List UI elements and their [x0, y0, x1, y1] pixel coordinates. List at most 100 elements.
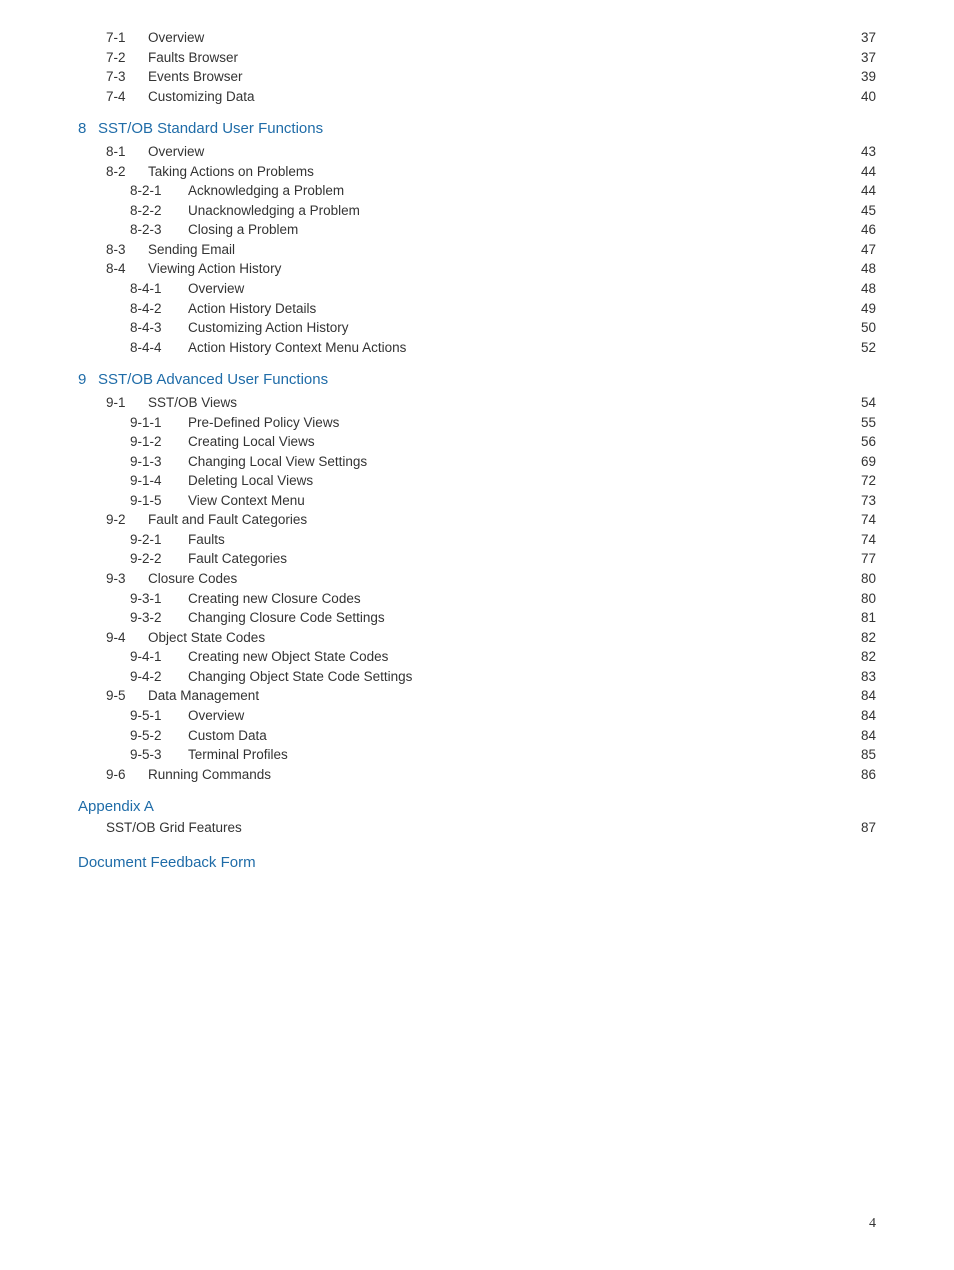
- toc-entry-title: Acknowledging a Problem: [188, 181, 344, 201]
- toc-entry-number: 9-6: [106, 765, 148, 785]
- toc-appendix-a[interactable]: Appendix A: [78, 796, 876, 818]
- toc-entry-8-2-1[interactable]: 8-2-1Acknowledging a Problem 44: [130, 181, 876, 201]
- toc-chapter-9[interactable]: 9SST/OB Advanced User Functions: [78, 369, 876, 391]
- toc-entry-9-4-2[interactable]: 9-4-2Changing Object State Code Settings…: [130, 667, 876, 687]
- chapter-number: 8: [78, 118, 98, 140]
- toc-entry-8-4[interactable]: 8-4Viewing Action History48: [106, 259, 876, 279]
- toc-entry-title: Overview: [188, 706, 244, 726]
- toc-entry-title: Creating new Closure Codes: [188, 589, 361, 609]
- feedback-title: Document Feedback Form: [78, 852, 256, 874]
- toc-entry-page: 44: [857, 181, 876, 201]
- toc-entry-title: Overview: [148, 142, 204, 162]
- toc-entry-number: 8-4-2: [130, 299, 188, 319]
- toc-entry-8-2-3[interactable]: 8-2-3Closing a Problem46: [130, 220, 876, 240]
- toc-entry-number: 9-3-1: [130, 589, 188, 609]
- toc-entry-8-3[interactable]: 8-3Sending Email47: [106, 240, 876, 260]
- toc-entry-number: 9-5-2: [130, 726, 188, 746]
- toc-entry-title: Data Management: [148, 686, 259, 706]
- chapter-title: SST/OB Standard User Functions: [98, 118, 323, 140]
- toc-entry-page: 82: [857, 647, 876, 667]
- toc-entry-7-4[interactable]: 7-4Customizing Data40: [106, 87, 876, 107]
- toc-entry-page: 74: [857, 530, 876, 550]
- toc-entry-page: 73: [857, 491, 876, 511]
- toc-entry-title: Fault and Fault Categories: [148, 510, 307, 530]
- toc-chapter-8[interactable]: 8SST/OB Standard User Functions: [78, 118, 876, 140]
- toc-entry-9-1-3[interactable]: 9-1-3Changing Local View Settings69: [130, 452, 876, 472]
- toc-entry-title: Overview: [188, 279, 244, 299]
- toc-entry-number: 9-1-3: [130, 452, 188, 472]
- toc-entry-9-3[interactable]: 9-3Closure Codes80: [106, 569, 876, 589]
- toc-entry-number: 9-4-1: [130, 647, 188, 667]
- toc-entry-number: 9-1: [106, 393, 148, 413]
- toc-entry-page: 87: [857, 818, 876, 838]
- toc-entry-title: Events Browser: [148, 67, 243, 87]
- toc-entry-9-3-2[interactable]: 9-3-2Changing Closure Code Settings81: [130, 608, 876, 628]
- toc-entry-9-2-1[interactable]: 9-2-1Faults74: [130, 530, 876, 550]
- toc-entry-7-2[interactable]: 7-2Faults Browser37: [106, 48, 876, 68]
- toc-entry-8-4-3[interactable]: 8-4-3Customizing Action History50: [130, 318, 876, 338]
- toc-entry-7-3[interactable]: 7-3Events Browser39: [106, 67, 876, 87]
- toc-entry-9-2[interactable]: 9-2Fault and Fault Categories74: [106, 510, 876, 530]
- toc-entry-page: 83: [857, 667, 876, 687]
- toc-entry-number: 9-1-5: [130, 491, 188, 511]
- toc-entry-9-5-2[interactable]: 9-5-2Custom Data84: [130, 726, 876, 746]
- toc-entry-page: 55: [857, 413, 876, 433]
- toc-entry-title: Fault Categories: [188, 549, 287, 569]
- toc-entry-number: 9-5: [106, 686, 148, 706]
- toc-entry-page: 50: [857, 318, 876, 338]
- toc-entry-number: 8-2-3: [130, 220, 188, 240]
- toc-entry-title: Closure Codes: [148, 569, 237, 589]
- toc-entry-title: Running Commands: [148, 765, 271, 785]
- toc-entry-9-2-2[interactable]: 9-2-2Fault Categories77: [130, 549, 876, 569]
- toc-entry-8-1[interactable]: 8-1Overview43: [106, 142, 876, 162]
- toc-entry-8-4-2[interactable]: 8-4-2Action History Details49: [130, 299, 876, 319]
- toc-entry-8-4-4[interactable]: 8-4-4Action History Context Menu Actions…: [130, 338, 876, 358]
- page-number: 4: [869, 1216, 876, 1232]
- toc-entry-title: Terminal Profiles: [188, 745, 288, 765]
- toc-entry-8-2[interactable]: 8-2Taking Actions on Problems44: [106, 162, 876, 182]
- toc-entry-number: 7-1: [106, 28, 148, 48]
- toc-entry-9-1-5[interactable]: 9-1-5View Context Menu73: [130, 491, 876, 511]
- toc-entry-title: Sending Email: [148, 240, 235, 260]
- toc-entry-page: 43: [857, 142, 876, 162]
- chapter-title: SST/OB Advanced User Functions: [98, 369, 328, 391]
- toc-entry-number: 9-3: [106, 569, 148, 589]
- toc-entry-number: 7-4: [106, 87, 148, 107]
- toc-entry-9-5-1[interactable]: 9-5-1Overview84: [130, 706, 876, 726]
- toc-entry-number: 8-2: [106, 162, 148, 182]
- toc-entry-7-1[interactable]: 7-1Overview37: [106, 28, 876, 48]
- toc-entry-9-6[interactable]: 9-6Running Commands86: [106, 765, 876, 785]
- toc-entry-page: 48: [857, 259, 876, 279]
- toc-entry-page: 82: [857, 628, 876, 648]
- toc-entry-9-1-4[interactable]: 9-1-4Deleting Local Views72: [130, 471, 876, 491]
- toc-entry-number: 7-2: [106, 48, 148, 68]
- toc-entry-9-4-1[interactable]: 9-4-1Creating new Object State Codes82: [130, 647, 876, 667]
- toc-entry-8-4-1[interactable]: 8-4-1Overview48: [130, 279, 876, 299]
- toc-entry-9-1[interactable]: 9-1SST/OB Views54: [106, 393, 876, 413]
- toc-entry-page: 49: [857, 299, 876, 319]
- table-of-contents: 7-1Overview377-2Faults Browser377-3Event…: [78, 28, 876, 873]
- toc-entry-title: Faults Browser: [148, 48, 238, 68]
- toc-entry-page: 74: [857, 510, 876, 530]
- toc-entry-8-2-2[interactable]: 8-2-2Unacknowledging a Problem45: [130, 201, 876, 221]
- toc-entry-number: 8-4-4: [130, 338, 188, 358]
- toc-entry-page: 40: [857, 87, 876, 107]
- toc-entry-9-4[interactable]: 9-4Object State Codes82: [106, 628, 876, 648]
- toc-entry-title: Changing Local View Settings: [188, 452, 367, 472]
- toc-entry-number: 9-2-1: [130, 530, 188, 550]
- toc-entry-9-1-1[interactable]: 9-1-1Pre-Defined Policy Views55: [130, 413, 876, 433]
- toc-entry-page: 84: [857, 706, 876, 726]
- toc-entry-title: Changing Object State Code Settings: [188, 667, 412, 687]
- toc-entry-9-1-2[interactable]: 9-1-2Creating Local Views56: [130, 432, 876, 452]
- toc-entry-title: Pre-Defined Policy Views: [188, 413, 339, 433]
- toc-entry-page: 39: [857, 67, 876, 87]
- toc-entry-9-3-1[interactable]: 9-3-1Creating new Closure Codes80: [130, 589, 876, 609]
- toc-entry-number: 8-2-1: [130, 181, 188, 201]
- toc-entry-9-5[interactable]: 9-5Data Management84: [106, 686, 876, 706]
- toc-entry-title: Closing a Problem: [188, 220, 298, 240]
- toc-feedback-form[interactable]: Document Feedback Form: [78, 852, 876, 874]
- toc-entry-appendix-a-sub[interactable]: SST/OB Grid Features87: [106, 818, 876, 838]
- toc-entry-page: 56: [857, 432, 876, 452]
- toc-entry-9-5-3[interactable]: 9-5-3Terminal Profiles85: [130, 745, 876, 765]
- toc-entry-title: SST/OB Views: [148, 393, 237, 413]
